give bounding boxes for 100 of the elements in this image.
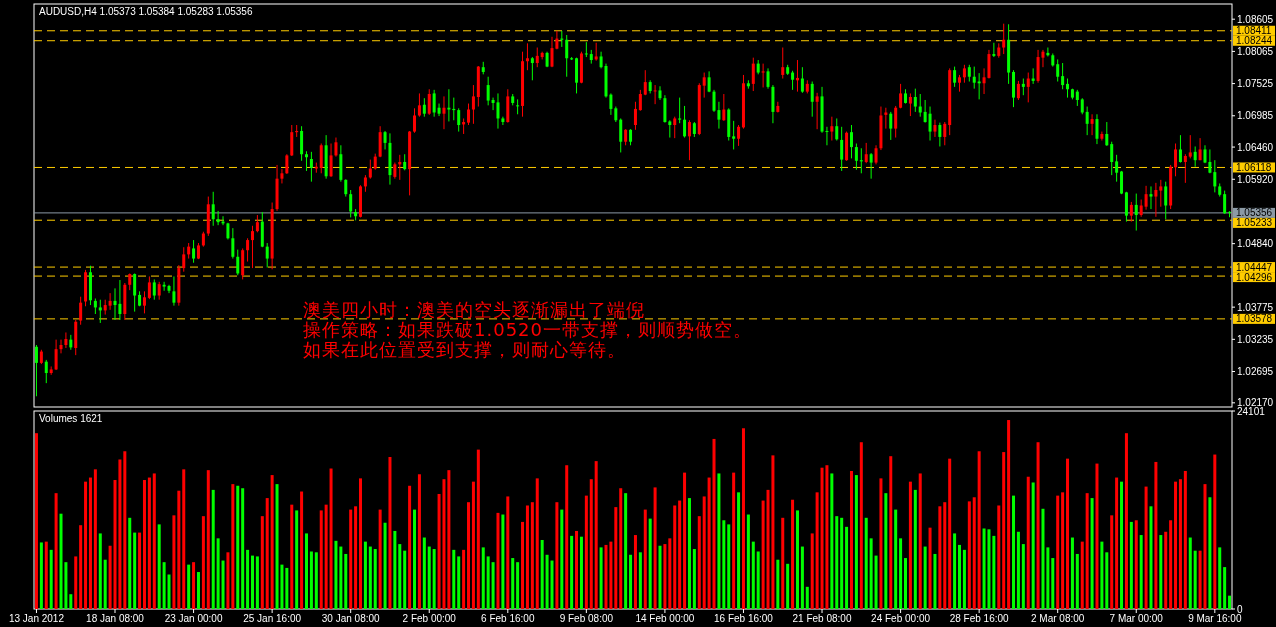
bar <box>702 496 706 609</box>
y-tick-label: 1.03775 <box>1237 301 1274 313</box>
x-tick-label: 6 Feb 16:00 <box>481 613 535 624</box>
bar <box>1046 547 1050 609</box>
bar <box>1174 481 1178 609</box>
bar <box>904 558 907 609</box>
bar <box>884 493 888 609</box>
candlestick <box>609 92 613 116</box>
candlestick <box>869 152 873 180</box>
bar <box>1134 520 1138 609</box>
candlestick <box>334 137 338 158</box>
bar <box>825 465 829 609</box>
bar <box>697 516 701 609</box>
bar <box>1124 433 1128 609</box>
y-tick-label: 1.04840 <box>1237 238 1274 250</box>
bar <box>241 488 245 609</box>
bar <box>147 477 151 609</box>
candlestick <box>98 299 102 324</box>
candlestick <box>1183 153 1187 184</box>
candlestick <box>250 225 254 269</box>
candlestick <box>329 143 333 178</box>
bar <box>918 473 922 609</box>
bar <box>481 547 485 609</box>
bar <box>899 538 903 609</box>
bar <box>486 556 490 609</box>
bar <box>383 522 387 609</box>
candlestick <box>1036 49 1040 84</box>
x-tick-label: 9 Mar 16:00 <box>1188 613 1242 624</box>
candlestick <box>442 95 446 130</box>
bar <box>908 481 912 609</box>
x-tick-label: 2 Feb 00:00 <box>402 613 457 624</box>
bar <box>683 472 687 609</box>
bar <box>373 549 377 609</box>
bar <box>624 493 628 609</box>
bar <box>231 484 235 609</box>
bar <box>629 554 633 609</box>
bar <box>1223 567 1227 609</box>
bar <box>177 490 181 609</box>
bar <box>314 552 318 609</box>
x-tick-label: 7 Mar 00:00 <box>1109 613 1164 624</box>
candlestick <box>300 125 304 162</box>
bar <box>211 489 215 609</box>
bar <box>1188 537 1192 609</box>
bar <box>840 517 844 609</box>
bar <box>810 533 814 609</box>
bar <box>771 455 775 609</box>
candlestick <box>908 92 912 117</box>
bar <box>506 496 510 609</box>
bar <box>1154 461 1158 609</box>
x-tick-label: 28 Feb 16:00 <box>949 613 1010 624</box>
candlestick <box>496 92 500 130</box>
candlestick <box>432 89 436 118</box>
bar <box>1026 476 1030 609</box>
bar <box>1218 547 1222 609</box>
bar <box>972 497 976 609</box>
bar <box>172 515 176 609</box>
bar <box>152 473 156 609</box>
bar <box>879 478 883 609</box>
candlestick <box>722 93 726 122</box>
bar <box>540 539 544 609</box>
candlestick <box>305 150 308 172</box>
candlestick <box>653 84 657 105</box>
bar <box>270 475 274 609</box>
bar <box>923 546 927 609</box>
candlestick <box>34 344 38 397</box>
bar <box>545 554 549 609</box>
bar <box>447 470 451 609</box>
candlestick <box>972 66 976 90</box>
candlestick <box>59 339 63 354</box>
bar <box>123 451 127 609</box>
bar <box>403 550 407 609</box>
bar <box>511 558 515 609</box>
candlestick <box>1213 159 1217 193</box>
bar <box>648 518 652 609</box>
ref-line-label: 1.04296 <box>1236 271 1273 283</box>
bar <box>388 457 392 609</box>
bar <box>501 514 505 609</box>
candlestick <box>422 97 426 118</box>
bar <box>560 509 564 609</box>
ref-line-label: 1.06118 <box>1236 161 1272 173</box>
candlestick <box>638 89 642 112</box>
bar <box>1129 521 1133 609</box>
bar <box>1036 442 1040 609</box>
x-tick-label: 24 Feb 00:00 <box>871 613 931 624</box>
bar <box>658 545 662 609</box>
bar <box>977 451 981 609</box>
bar <box>619 488 623 609</box>
candlestick <box>840 126 844 172</box>
candlestick <box>44 359 48 384</box>
bar <box>707 477 711 609</box>
bar <box>69 594 73 609</box>
bar <box>722 520 726 609</box>
bar <box>854 475 858 609</box>
bar <box>74 556 78 609</box>
candlestick <box>108 292 112 311</box>
chart-title: AUDUSD,H4 1.05373 1.05384 1.05283 1.05356 <box>39 6 253 17</box>
bar <box>1002 452 1006 609</box>
candlestick <box>417 92 421 118</box>
candlestick <box>1056 58 1060 82</box>
bar <box>943 502 947 609</box>
